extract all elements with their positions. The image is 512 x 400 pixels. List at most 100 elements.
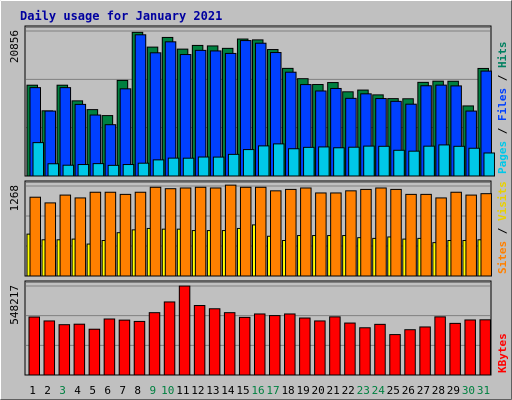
bar-kbytes-day-28: [434, 316, 446, 376]
bar-sites-day-25: [390, 188, 402, 277]
x-tick-day-20: 20: [312, 384, 325, 397]
bar-pages-day-11: [182, 157, 195, 177]
panel-hits-max-label: 20856: [8, 30, 21, 63]
bar-pages-day-14: [227, 153, 240, 177]
bar-pages-day-22: [348, 146, 360, 177]
bar-kbytes-day-3: [58, 324, 71, 376]
bar-sites-day-11: [179, 187, 192, 277]
panel-visits: 1268 Sites / Visits: [8, 180, 509, 277]
bar-kbytes-day-14: [223, 312, 236, 376]
bar-kbytes-day-24: [374, 323, 386, 376]
legend-visits-part-2: Visits: [496, 181, 509, 221]
bar-pages-day-21: [333, 147, 345, 177]
bar-sites-day-16: [254, 186, 267, 277]
bar-kbytes-day-12: [193, 305, 206, 376]
bar-sites-day-24: [375, 187, 387, 277]
x-tick-day-10: 10: [161, 384, 174, 397]
bar-sites-day-19: [300, 187, 312, 277]
bar-sites-day-7: [119, 193, 132, 277]
bar-pages-day-31: [483, 152, 495, 177]
bar-pages-day-2: [47, 163, 60, 177]
bar-kbytes-day-7: [118, 319, 131, 376]
bar-kbytes-day-19: [299, 317, 311, 376]
bar-pages-day-26: [408, 150, 420, 177]
bar-sites-day-31: [480, 193, 492, 277]
x-tick-day-15: 15: [236, 384, 249, 397]
bar-pages-day-3: [62, 164, 75, 177]
legend-hits-part-1: /: [496, 121, 509, 141]
x-tick-day-14: 14: [221, 384, 235, 397]
bar-sites-day-6: [104, 191, 117, 277]
legend-hits-part-4: Hits: [496, 42, 509, 69]
chart-panels: 20856 Pages / Files / Hits 1268 Sites / Vis…: [8, 25, 509, 376]
bar-sites-day-23: [360, 188, 372, 277]
bar-pages-day-7: [122, 164, 135, 177]
bar-kbytes-day-20: [314, 320, 326, 376]
bar-pages-day-20: [318, 146, 330, 177]
bar-kbytes-day-21: [329, 316, 341, 376]
bar-sites-day-12: [194, 186, 207, 277]
x-tick-day-21: 21: [327, 384, 340, 397]
bar-sites-day-5: [89, 191, 102, 277]
x-tick-day-17: 17: [266, 384, 279, 397]
bar-sites-day-20: [315, 192, 327, 277]
bar-sites-day-3: [59, 194, 72, 277]
panel-kbytes: 548217 KBytes: [8, 280, 509, 376]
x-tick-day-22: 22: [342, 384, 355, 397]
bar-kbytes-day-6: [103, 318, 116, 376]
bar-sites-day-27: [420, 193, 432, 277]
bar-files-day-8: [134, 34, 147, 177]
panel-hits: 20856 Pages / Files / Hits: [8, 25, 509, 177]
bar-pages-day-9: [152, 159, 165, 177]
x-tick-day-29: 29: [447, 384, 460, 397]
bar-kbytes-day-13: [208, 308, 221, 376]
bar-kbytes-day-22: [344, 322, 356, 376]
bar-kbytes-day-23: [359, 327, 371, 376]
bar-pages-day-25: [393, 149, 405, 177]
bar-sites-day-29: [450, 191, 462, 277]
bar-kbytes-day-30: [464, 319, 476, 376]
bar-pages-day-28: [438, 144, 450, 177]
bar-pages-day-10: [167, 157, 180, 177]
bar-files-day-10: [164, 41, 177, 177]
bar-kbytes-day-5: [88, 328, 101, 376]
bar-sites-day-22: [345, 190, 357, 277]
bar-kbytes-day-8: [133, 320, 146, 376]
bar-sites-day-15: [239, 186, 252, 277]
bar-sites-day-9: [149, 186, 162, 277]
bar-pages-day-4: [77, 164, 90, 177]
bar-pages-day-29: [453, 145, 465, 177]
legend-visits-part-0: Sites: [496, 241, 509, 274]
legend-hits-part-2: Files: [496, 88, 509, 121]
x-tick-day-8: 8: [134, 384, 141, 397]
bar-sites-day-10: [164, 188, 177, 277]
x-tick-day-31: 31: [477, 384, 490, 397]
x-tick-day-6: 6: [104, 384, 111, 397]
bar-sites-day-4: [74, 197, 87, 277]
bar-kbytes-day-10: [163, 301, 176, 376]
x-tick-day-5: 5: [89, 384, 96, 397]
bar-kbytes-day-26: [404, 329, 416, 376]
panel-visits-max-label: 1268: [8, 185, 21, 212]
chart-title: Daily usage for January 2021: [20, 9, 222, 23]
x-tick-day-9: 9: [149, 384, 156, 397]
bar-sites-day-13: [209, 187, 222, 277]
bar-kbytes-day-27: [419, 326, 431, 376]
x-tick-day-2: 2: [44, 384, 51, 397]
bar-kbytes-day-4: [73, 323, 86, 376]
x-tick-day-13: 13: [206, 384, 219, 397]
bar-pages-day-17: [273, 143, 285, 177]
bar-kbytes-day-2: [43, 320, 56, 376]
bar-sites-day-14: [224, 184, 237, 277]
bar-sites-day-1: [29, 196, 41, 277]
bar-kbytes-day-9: [148, 312, 161, 376]
bar-kbytes-day-1: [28, 316, 40, 376]
bar-pages-day-13: [212, 156, 225, 177]
bar-sites-day-26: [405, 193, 417, 277]
legend-kbytes-part-0: KBytes: [496, 333, 509, 373]
bar-pages-day-19: [303, 146, 315, 177]
panel-hits-legend: Pages / Files / Hits: [496, 42, 509, 175]
bar-pages-day-15: [242, 149, 255, 177]
bar-pages-day-5: [92, 163, 105, 177]
